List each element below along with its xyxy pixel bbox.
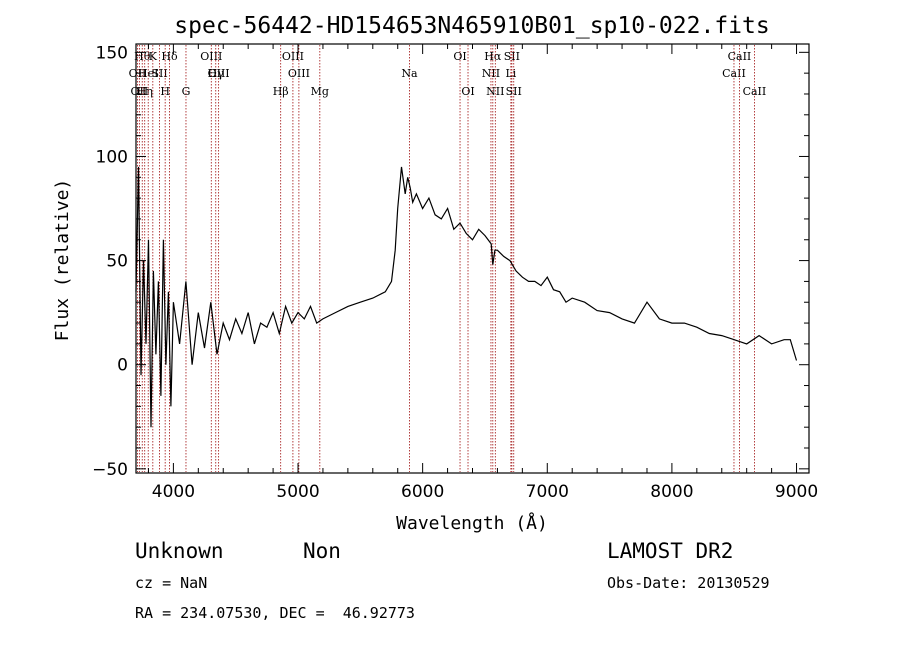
line-label-26: CaII <box>722 67 746 80</box>
observation-date: Obs-Date: 20130529 <box>607 574 770 592</box>
line-label-23: Li <box>505 67 516 80</box>
line-label-28: CaII <box>743 85 767 98</box>
line-label-8: Hδ <box>161 50 178 63</box>
y-tick-label-0: −50 <box>92 460 128 480</box>
survey-name: LAMOST DR2 <box>607 539 734 563</box>
x-tick-label-3: 7000 <box>526 482 569 502</box>
line-label-13: Hβ <box>273 85 289 98</box>
line-label-18: OI <box>453 50 466 63</box>
line-label-22: NII <box>486 85 504 98</box>
line-label-11: Hγ <box>208 67 225 80</box>
x-tick-label-2: 6000 <box>401 482 444 502</box>
chart-title: spec-56442-HD154653N465910B01_sp10-022.f… <box>174 13 769 39</box>
redshift-cz: cz = NaN <box>135 574 208 592</box>
line-label-7: H <box>160 85 170 98</box>
y-tick-label-2: 50 <box>106 252 128 272</box>
spectral-line-markers: OIIOIIHθHηHeIKSIIHHδGOIIIHγOIIIHβOIIIOII… <box>129 45 767 472</box>
line-label-6: SII <box>151 67 167 80</box>
line-label-12: OIII <box>208 67 230 80</box>
x-axis-label: Wavelength (Å) <box>396 512 548 534</box>
object-subclass: Non <box>303 539 341 563</box>
plot-frame <box>135 43 810 474</box>
y-axis-label: Flux (relative) <box>52 179 73 342</box>
line-label-21: Hα <box>484 50 502 63</box>
x-tick-label-5: 9000 <box>775 482 818 502</box>
x-tick-label-0: 4000 <box>152 482 195 502</box>
line-label-14: OIII <box>282 50 304 63</box>
line-label-9: G <box>182 85 191 98</box>
x-tick-label-4: 8000 <box>650 482 693 502</box>
line-label-4: HeI <box>138 67 158 80</box>
y-tick-label-1: 0 <box>117 356 128 376</box>
line-label-1: OII <box>131 85 149 98</box>
line-label-19: OI <box>461 85 474 98</box>
line-label-20: NII <box>482 67 500 80</box>
line-label-10: OIII <box>200 50 222 63</box>
y-axis: −50 0 50 100 150 <box>92 43 809 480</box>
line-label-15: OIII <box>288 67 310 80</box>
line-label-16: Mg <box>311 85 329 98</box>
object-class: Unknown <box>135 539 224 563</box>
coordinates: RA = 234.07530, DEC = 46.92773 <box>135 604 415 622</box>
x-axis: 4000 5000 6000 7000 8000 9000 <box>147 44 818 502</box>
line-label-25: SII <box>506 85 522 98</box>
line-label-5: K <box>149 50 158 63</box>
line-label-17: Na <box>401 67 418 80</box>
x-tick-label-1: 5000 <box>276 482 319 502</box>
spectrum-series-line <box>135 166 798 428</box>
y-tick-label-4: 150 <box>96 43 128 63</box>
line-label-24: SII <box>504 50 520 63</box>
line-label-2: Hθ <box>134 50 151 63</box>
line-label-3: Hη <box>137 85 153 98</box>
y-tick-label-3: 100 <box>96 147 128 167</box>
line-label-27: CaII <box>728 50 752 63</box>
